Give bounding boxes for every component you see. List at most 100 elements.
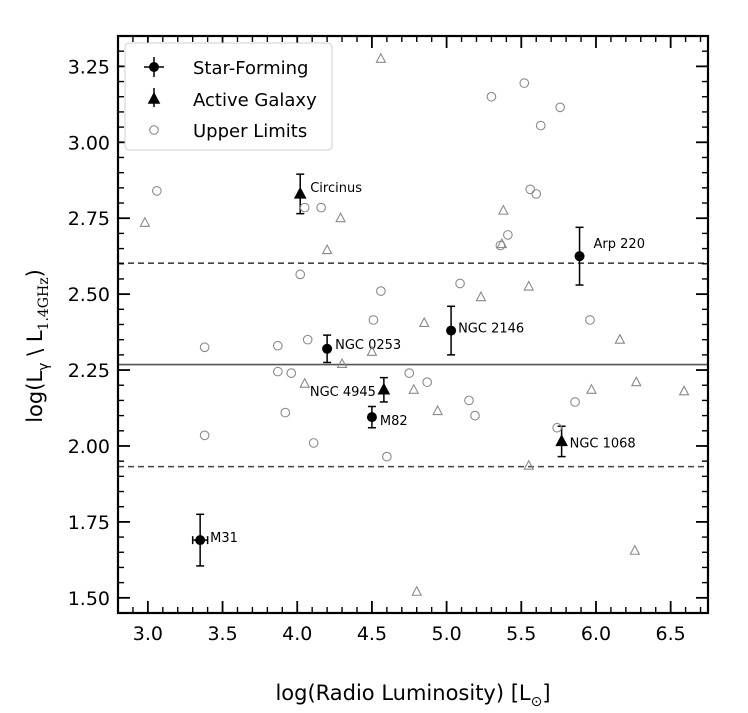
upper-limit-point	[470, 410, 480, 421]
y-tick-label: 2.25	[68, 360, 110, 382]
upper-limit-triangle	[408, 383, 420, 394]
upper-limit-point	[382, 451, 392, 462]
x-axis-label-end: ]	[542, 681, 550, 705]
legend-label: Active Galaxy	[193, 90, 317, 111]
star-forming-point	[322, 343, 333, 354]
y-tick-label: 2.75	[68, 208, 110, 230]
legend: Star-Forming Active Galaxy Upper Limits	[124, 42, 333, 151]
upper-limit-point	[280, 407, 291, 418]
upper-limit-triangle	[336, 357, 348, 369]
x-axis-label: log(Radio Luminosity) [L⊙]	[275, 681, 550, 710]
upper-limit-point	[295, 269, 306, 280]
y-axis-label-end: )	[23, 269, 47, 277]
upper-limit-point	[376, 286, 386, 296]
x-tick-label: 3.0	[133, 623, 163, 645]
star-forming-point	[195, 535, 206, 546]
upper-limit-point	[455, 278, 465, 289]
upper-limit-point	[519, 78, 530, 88]
galaxy-label: NGC 1068	[570, 436, 636, 451]
upper-limit-point	[585, 315, 595, 325]
upper-limit-triangle	[475, 290, 487, 302]
y-axis-label-main: log(L	[23, 371, 47, 423]
upper-limit-triangle	[366, 345, 378, 356]
x-tick-label: 6.0	[581, 623, 611, 645]
upper-limit-point	[199, 430, 210, 441]
x-axis-label-sub: ⊙	[531, 694, 543, 710]
upper-limit-triangle	[523, 459, 535, 470]
y-tick-label: 3.25	[68, 56, 110, 78]
galaxy-label: Circinus	[310, 181, 362, 196]
reference-lines	[118, 262, 708, 468]
y-axis-label-sub1: γ	[36, 363, 52, 371]
data-points: M31 NGC 0253 M82 NGC 2146 Arp 220 Circinus NGC…	[139, 52, 690, 596]
active-galaxy-point	[555, 434, 568, 447]
upper-limit-triangle	[496, 237, 508, 249]
star-forming-point	[574, 251, 585, 262]
upper-limit-triangle	[586, 383, 597, 394]
x-axis-label-main: log(Radio Luminosity) [L	[275, 681, 530, 705]
upper-limit-point	[286, 368, 297, 378]
galaxy-label: M82	[380, 414, 408, 429]
y-axis-label: log(Lγ \ L1.4GHz)	[23, 269, 52, 423]
upper-limit-triangle	[614, 333, 626, 344]
galaxy-label: NGC 2146	[458, 322, 524, 337]
upper-limit-point	[272, 366, 283, 377]
upper-limit-triangle	[418, 316, 430, 328]
upper-limit-triangle	[630, 376, 642, 387]
y-axis-label-mid: \ L	[23, 330, 47, 362]
star-forming-point	[446, 325, 457, 336]
upper-limit-triangle	[335, 212, 346, 223]
legend-marker-upper-limits	[149, 125, 159, 135]
star-forming-point	[366, 412, 377, 423]
upper-limit-point	[464, 395, 474, 406]
legend-marker-star-forming	[149, 62, 159, 72]
axes: 3.0 3.5 4.0 4.5 5.0 5.5 6.0 6.5 1.50 1.75 2.00 2.25…	[68, 34, 710, 645]
upper-limit-point	[308, 438, 319, 448]
active-galaxy-point	[377, 382, 391, 395]
upper-limit-triangle	[629, 544, 641, 555]
legend-label: Upper Limits	[193, 121, 307, 142]
upper-limit-point	[299, 202, 310, 213]
x-tick-label: 4.0	[282, 623, 312, 645]
upper-limit-triangle	[139, 216, 151, 227]
y-tick-label: 2.00	[68, 436, 110, 458]
x-tick-label: 6.5	[656, 623, 686, 645]
x-tick-label: 5.0	[431, 623, 461, 645]
upper-limit-point	[404, 368, 415, 378]
galaxy-label: NGC 4945	[310, 385, 376, 400]
y-tick-label: 1.75	[68, 512, 110, 534]
upper-limit-point	[422, 377, 433, 388]
legend-marker-active-galaxy	[147, 91, 161, 104]
active-galaxy-point	[293, 186, 307, 199]
upper-limit-point	[151, 186, 162, 196]
upper-limit-point	[199, 342, 210, 353]
legend-label: Star-Forming	[193, 58, 308, 79]
upper-limit-triangle	[497, 204, 509, 215]
upper-limit-triangle	[299, 377, 311, 388]
y-tick-label: 2.50	[68, 284, 110, 306]
upper-limit-triangle	[432, 404, 444, 416]
upper-limit-point	[531, 189, 542, 199]
x-tick-label: 4.5	[357, 623, 387, 645]
galaxy-label: M31	[210, 531, 238, 546]
x-tick-label: 3.5	[207, 623, 237, 645]
galaxy-label: Arp 220	[594, 237, 645, 252]
upper-limit-point	[316, 202, 326, 213]
upper-limit-point	[486, 91, 497, 102]
y-axis-label-sub2: 1.4GHz	[36, 277, 52, 330]
legend-box	[124, 42, 333, 151]
upper-limit-triangle	[523, 280, 535, 291]
upper-limit-point	[552, 422, 562, 433]
upper-limit-point	[502, 230, 513, 240]
upper-limit-point	[302, 334, 313, 345]
upper-limit-point	[525, 184, 536, 195]
x-tick-label: 5.5	[506, 623, 536, 645]
upper-limit-point	[535, 120, 546, 131]
upper-limit-point	[555, 102, 565, 113]
galaxy-label: NGC 0253	[335, 338, 401, 353]
y-tick-label: 3.00	[68, 132, 110, 154]
upper-limit-point	[570, 397, 580, 407]
upper-limit-triangle	[321, 243, 333, 255]
upper-limit-point	[272, 340, 283, 351]
